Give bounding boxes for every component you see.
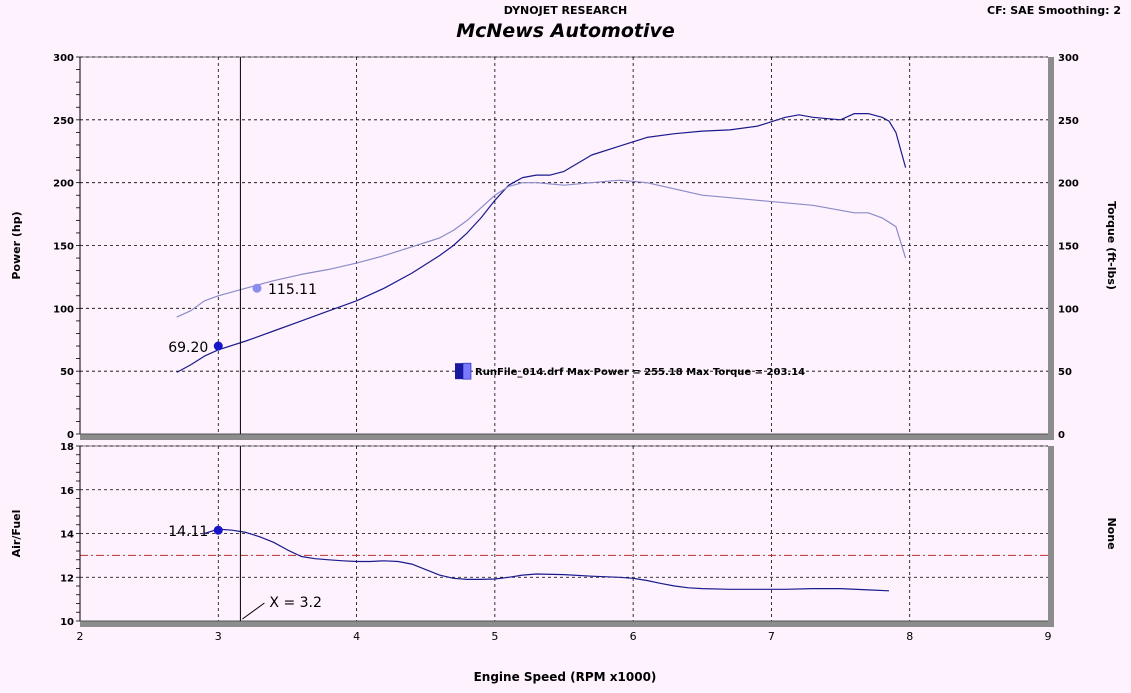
cursor-label: X = 3.2 [269,595,322,611]
y-tick-label: 14 [60,530,74,541]
y-tick-label: 300 [53,53,74,64]
grid-lines [76,56,1048,622]
marker-afr [213,525,223,535]
series-line-torque [176,179,907,318]
x-tick-label: 8 [906,630,913,643]
x-axis-label: Engine Speed (RPM x1000) [474,670,657,684]
tick-labels: 0 0 50 50 100 100 150 150 200 200 250 250 300 300 10 12… [53,53,1079,643]
marker-label-power: 69.20 [168,340,208,356]
y-tick-label: 150 [53,242,74,253]
x-tick-label: 7 [768,630,775,643]
y-axis-label: Power (hp) [10,211,23,279]
chart-title: McNews Automotive [456,20,675,42]
marker-torque [252,283,262,293]
x-tick-label: 3 [215,630,222,643]
y-right-tick-label: 200 [1058,179,1079,190]
marker-label-torque: 115.11 [268,282,317,298]
plot-bottom-border [80,434,1054,440]
series-line-power [176,112,907,373]
y-tick-label: 16 [60,486,74,497]
x-tick-label: 2 [77,630,84,643]
correction-settings: CF: SAE Smoothing: 2 [987,4,1121,17]
legend-text: RunFile_014.drf Max Power = 255.18 Max T… [475,367,805,378]
y-tick-label: 200 [53,179,74,190]
y-right-tick-label: 0 [1058,430,1065,441]
y-tick-label: 0 [67,430,74,441]
data-markers: 69.20 115.11 RunFile_014.drf Max Power = 2… [168,282,805,611]
y-right-tick-label: 100 [1058,304,1079,315]
axis-labels: Power (hp) Torque (ft-lbs) Air/Fuel None Eng… [10,201,1118,684]
y-tick-label: 12 [60,573,74,584]
legend-swatch-light [462,362,472,380]
y-axis-label: Air/Fuel [10,510,23,558]
plot-frames [79,56,1054,627]
plot-right-border [1048,57,1054,440]
company-label: DYNOJET RESEARCH [503,4,628,17]
y-right-tick-label: 250 [1058,116,1079,127]
y-right-tick-label: 50 [1058,367,1072,378]
cursor-pointer [242,602,265,620]
data-series [176,57,907,621]
y-right-tick-label: 150 [1058,242,1079,253]
y-right-axis-label: None [1105,517,1118,549]
marker-power [213,341,223,351]
plot-bottom-border [80,621,1054,627]
y-right-tick-label: 300 [1058,53,1079,64]
x-tick-label: 9 [1045,630,1052,643]
legend-swatch-dark [455,363,463,380]
y-tick-label: 100 [53,304,74,315]
plot-right-border [1048,446,1054,627]
y-tick-label: 10 [60,617,74,628]
x-tick-label: 4 [353,630,360,643]
y-tick-label: 18 [60,442,74,453]
x-tick-label: 6 [630,630,637,643]
series-line-afr [204,528,890,592]
y-tick-label: 250 [53,116,74,127]
marker-label-afr: 14.11 [168,524,208,540]
y-tick-label: 50 [60,367,74,378]
x-tick-label: 5 [491,630,498,643]
y-right-axis-label: Torque (ft-lbs) [1105,201,1118,290]
